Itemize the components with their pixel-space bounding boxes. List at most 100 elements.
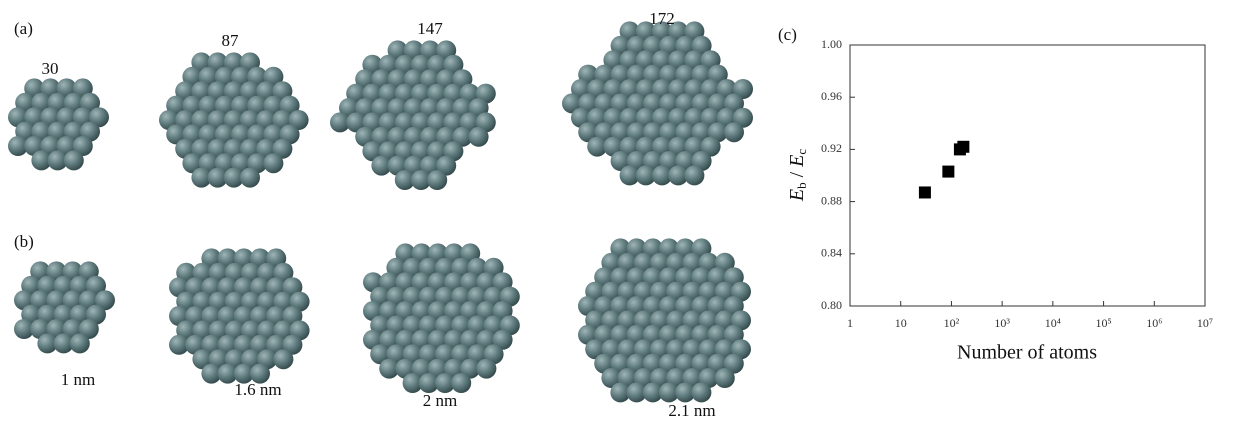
atom: [724, 122, 744, 143]
atom: [601, 368, 622, 388]
atom: [166, 124, 187, 145]
atom: [182, 153, 203, 174]
atom: [169, 334, 189, 355]
atom: [370, 344, 391, 365]
atom: [47, 150, 68, 171]
y-title-part: E: [786, 189, 808, 202]
atom: [192, 349, 213, 370]
clusters: [8, 21, 753, 403]
atom: [250, 363, 270, 384]
atom: [468, 126, 489, 147]
cluster-diameter: 1.6 nm: [234, 380, 281, 399]
atom: [427, 170, 448, 190]
atom: [217, 363, 238, 384]
atom: [72, 136, 93, 156]
atom: [659, 382, 679, 403]
atom: [191, 167, 212, 188]
cluster-size: 30: [42, 59, 59, 78]
atom: [53, 333, 74, 354]
atom: [733, 79, 753, 99]
atom: [714, 368, 735, 388]
atom: [587, 136, 608, 157]
x-tick-label: 10³: [994, 316, 1010, 330]
panel-label: (b): [14, 232, 34, 251]
x-tick-label: 10: [895, 316, 907, 330]
x-tick-label: 10⁵: [1095, 316, 1111, 330]
y-title-part: E: [786, 155, 808, 168]
atom: [223, 167, 244, 188]
atom: [362, 141, 383, 162]
atom: [63, 150, 84, 171]
atom: [346, 112, 367, 133]
atom: [288, 110, 309, 130]
atom: [8, 136, 28, 156]
atom: [394, 170, 415, 190]
atom: [69, 333, 90, 354]
atom: [282, 334, 303, 355]
atom: [411, 170, 431, 190]
atom: [585, 339, 606, 360]
plot-frame: [849, 44, 1206, 307]
atom: [37, 333, 58, 354]
cluster-diameter: 2.1 nm: [668, 401, 715, 420]
atom: [652, 165, 672, 186]
atom: [668, 165, 689, 186]
y-tick-label: 0.96: [821, 89, 842, 103]
atom: [562, 93, 582, 114]
cluster-size: 172: [649, 9, 675, 28]
atom: [379, 358, 400, 379]
atom: [31, 150, 52, 171]
atom: [233, 363, 254, 384]
cluster-diameter: 1 nm: [61, 370, 95, 389]
y-tick-label: 0.88: [821, 193, 842, 207]
atom: [95, 290, 115, 311]
x-tick-label: 10⁶: [1146, 316, 1162, 330]
panel-label: (a): [14, 19, 33, 38]
atom: [371, 155, 392, 176]
atom: [451, 373, 472, 393]
atom: [273, 349, 294, 370]
atom: [691, 382, 712, 403]
atom: [733, 107, 753, 128]
atom: [452, 126, 473, 147]
y-title-part: b: [794, 182, 809, 189]
atom: [330, 112, 350, 133]
cluster-diameter: 2 nm: [423, 391, 457, 410]
atom: [435, 373, 455, 393]
y-axis-title: Eb / Ec: [786, 149, 809, 203]
y-title-part: c: [794, 149, 809, 155]
panel-label: (c): [778, 25, 797, 44]
atom: [578, 122, 599, 143]
atom: [619, 165, 640, 186]
atom: [492, 329, 513, 350]
atom: [207, 167, 228, 188]
atom: [272, 138, 293, 159]
atom: [402, 373, 423, 393]
atom: [626, 382, 647, 403]
cluster-size: 87: [222, 31, 240, 50]
atom: [610, 382, 631, 403]
atom: [436, 155, 457, 176]
y-tick-label: 0.92: [821, 141, 842, 155]
atom: [723, 353, 744, 374]
y-tick-label: 0.80: [821, 298, 842, 312]
atom: [700, 136, 721, 157]
y-tick-label: 1.00: [821, 37, 842, 51]
atom: [78, 319, 99, 339]
x-axis-title: Number of atoms: [957, 342, 1097, 364]
x-tick-label: 1: [847, 316, 853, 330]
point: [957, 140, 970, 153]
point: [918, 186, 931, 199]
cluster-size: 147: [417, 19, 443, 38]
x-tick-label: 10⁷: [1197, 316, 1213, 330]
atom: [610, 151, 631, 171]
atom: [460, 358, 481, 379]
atom: [642, 382, 663, 403]
atom: [418, 373, 439, 393]
atom: [240, 167, 260, 188]
chart: Number of atoms Eb / Ec 0.80 0.84 0.88 0.92…: [786, 37, 1214, 364]
y-title-part: /: [786, 167, 808, 183]
atom: [684, 165, 705, 186]
atom: [89, 107, 109, 128]
